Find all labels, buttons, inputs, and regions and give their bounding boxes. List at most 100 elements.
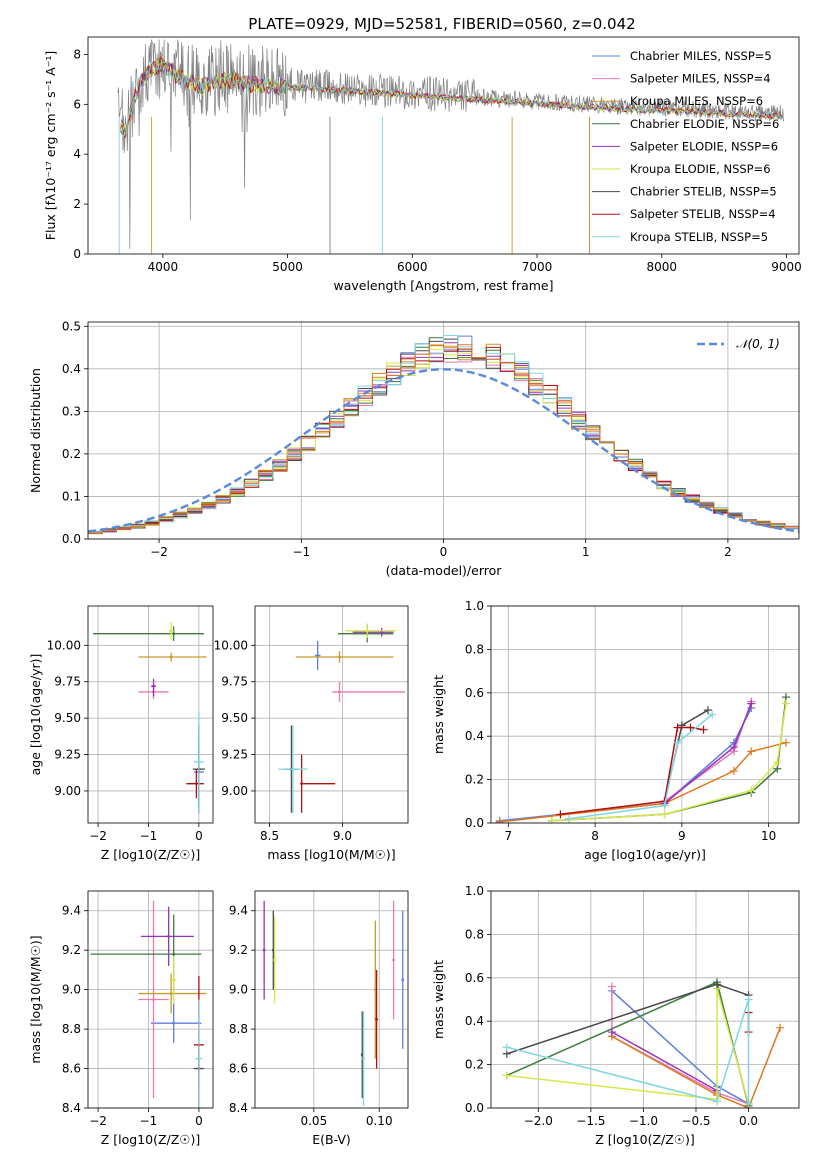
series-marker <box>744 1099 753 1108</box>
series-line <box>506 999 750 1104</box>
x-tick-label: −1 <box>140 1114 158 1128</box>
series <box>502 995 753 1108</box>
y-tick-label: 8.4 <box>62 1101 81 1115</box>
grid-lines <box>255 606 408 823</box>
y-tick-label: 1.0 <box>465 884 484 898</box>
y-tick-label: 0.2 <box>465 773 484 787</box>
series-line <box>506 988 750 1104</box>
x-tick-label: −2.0 <box>524 1114 553 1128</box>
point-marker <box>172 1021 176 1025</box>
point-marker <box>291 767 295 771</box>
panel-mass-vs-metallicity: −2 −1 0 8.4 8.6 8.8 9.0 9.2 9.4 Z [log10(Z/Z☉)] ma… <box>28 890 214 1147</box>
data-point <box>138 973 207 1014</box>
series <box>565 710 717 823</box>
data-point <box>338 624 394 643</box>
data-point <box>352 627 394 637</box>
model-spectrum-line <box>120 60 781 139</box>
series-marker <box>747 786 756 795</box>
point-marker <box>380 630 384 634</box>
axes-frame <box>87 890 214 1109</box>
x-tick-label: 9.0 <box>333 829 352 843</box>
series-marker <box>547 816 556 823</box>
x-tick-label: 9 <box>678 829 686 843</box>
point-marker <box>169 992 173 995</box>
x-tick-label: 10 <box>761 829 776 843</box>
y-axis-label: age [log10(age/yr)] <box>28 654 43 776</box>
x-tick-label: 8000 <box>647 260 678 274</box>
point-marker <box>338 655 341 659</box>
y-tick-label: 0.1 <box>62 489 81 503</box>
grid-lines <box>255 891 408 1109</box>
y-tick-label: 0.8 <box>465 642 484 656</box>
y-tick-label: 9.75 <box>54 675 81 689</box>
panel-mass-weight-vs-metallicity: −2.0 −1.5 −1.0 −0.5 0.0 0.0 0.2 0.4 0.6 0.8 1.0 Z [… <box>431 884 800 1147</box>
panel-mass-vs-ebv: 0.05 0.10 8.4 8.6 8.8 9.0 9.2 9.4 E(B-V) <box>229 890 409 1147</box>
data-point <box>151 1003 202 1043</box>
legend-label: Salpeter STELIB, NSSP=4 <box>630 207 776 221</box>
series-marker <box>607 1028 616 1037</box>
y-tick-label: 8.6 <box>229 1062 248 1076</box>
series-marker <box>713 980 722 989</box>
x-axis-label: E(B-V) <box>312 1132 351 1147</box>
y-tick-label: 0.2 <box>62 447 81 461</box>
y-tick-label: 9.50 <box>54 711 81 725</box>
series-line <box>506 983 749 1055</box>
x-tick-label: 0 <box>195 1114 203 1128</box>
series-marker <box>660 810 669 819</box>
residual-histogram <box>88 346 799 534</box>
y-tick-label: 9.25 <box>221 748 248 762</box>
data-point <box>168 622 174 640</box>
data-point <box>278 725 308 813</box>
point-marker <box>338 690 341 694</box>
y-tick-label: 0.8 <box>465 927 484 941</box>
y-tick-label: 9.00 <box>54 784 81 798</box>
x-tick-label: 6000 <box>397 260 428 274</box>
axes-frame <box>87 36 800 255</box>
x-tick-label: −1.0 <box>629 1114 658 1128</box>
x-axis-label: Z [log10(Z/Z☉)] <box>101 847 201 862</box>
y-tick-label: 9.00 <box>221 784 248 798</box>
x-tick-label: −2 <box>89 829 107 843</box>
series-marker <box>708 710 717 719</box>
x-tick-label: −2 <box>150 545 168 559</box>
y-tick-label: 9.25 <box>54 748 81 762</box>
panel-spectrum: 4000 5000 6000 7000 8000 9000 0 2 4 6 8 wavelength … <box>43 36 802 293</box>
legend-label: Chabrier ELODIE, NSSP=6 <box>630 117 779 131</box>
x-tick-label: 4000 <box>148 260 179 274</box>
y-tick-label: 6 <box>73 97 81 111</box>
y-tick-label: 10.00 <box>47 638 81 652</box>
series <box>556 723 708 819</box>
series-marker <box>686 723 695 732</box>
data-point <box>362 1011 365 1107</box>
plot-area <box>90 900 207 1108</box>
x-axis-label: (data-model)/error <box>386 563 503 578</box>
series <box>495 738 790 823</box>
y-axis-label: mass weight <box>431 675 446 754</box>
x-axis-label: Z [log10(Z/Z☉)] <box>101 1132 201 1147</box>
y-tick-label: 0 <box>73 247 81 261</box>
series-marker <box>773 758 782 767</box>
series-line <box>568 713 713 820</box>
series-marker <box>781 738 790 747</box>
x-tick-label: 8.5 <box>260 829 279 843</box>
y-tick-label: 4 <box>73 147 81 161</box>
y-tick-label: 8.6 <box>62 1062 81 1076</box>
series-marker <box>713 1097 722 1106</box>
point-marker <box>152 998 155 1001</box>
x-tick-label: −1 <box>140 829 158 843</box>
series-marker <box>744 995 753 1004</box>
x-tick-label: 7 <box>505 829 513 843</box>
series-marker <box>502 1043 511 1052</box>
data-point <box>151 678 157 697</box>
y-tick-label: 8 <box>73 47 81 61</box>
data-point <box>140 906 194 966</box>
series-marker <box>781 699 790 708</box>
y-tick-label: 9.50 <box>221 711 248 725</box>
y-tick-label: 0.0 <box>465 1101 484 1115</box>
y-tick-label: 0.4 <box>62 362 81 376</box>
y-tick-label: 1.0 <box>465 599 484 613</box>
data-point <box>138 652 207 662</box>
y-axis-label: Flux [fλ10⁻¹⁷ erg cm⁻² s⁻¹ A⁻¹] <box>43 51 58 240</box>
x-tick-label: 0.0 <box>739 1114 758 1128</box>
